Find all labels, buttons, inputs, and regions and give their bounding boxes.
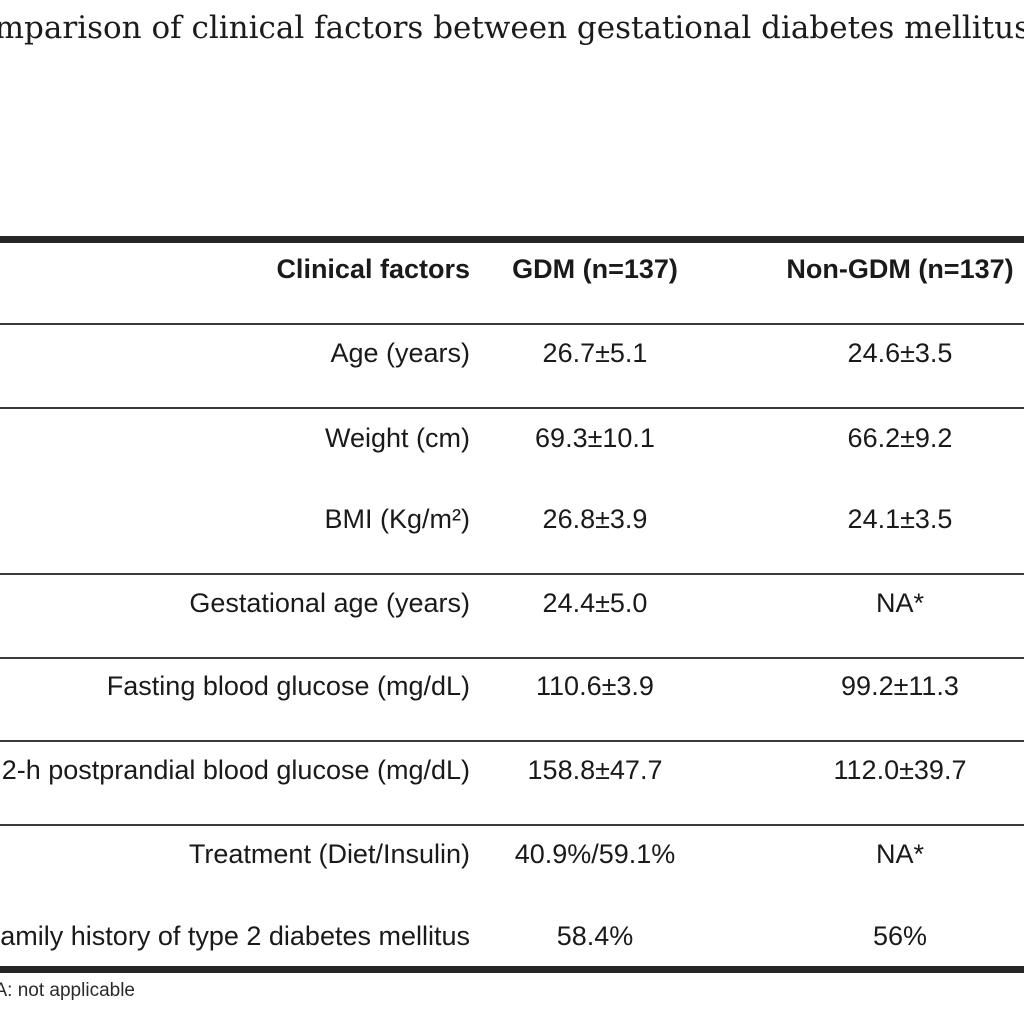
row-treatment-non-gdm: NA* [875,839,924,869]
row-fasting-glucose-non-gdm: 99.2±11.3 [841,671,959,701]
row-postprandial-glucose-factor: 2-h postprandial blood glucose (mg/dL) [1,755,470,785]
row-bmi-non-gdm: 24.1±3.5 [847,504,953,534]
row-fasting-glucose-gdm: 110.6±3.9 [536,671,654,701]
row-rule [0,657,1024,659]
row-postprandial-glucose-gdm: 158.8±47.7 [527,755,663,785]
table-footnote: *NA: not applicable [0,980,135,1001]
row-age-gdm: 26.7±5.1 [542,338,648,368]
row-family-history-factor: Family history of type 2 diabetes mellit… [0,921,470,951]
table-top-rule [0,236,1024,243]
row-gestational-age-non-gdm: NA* [875,588,924,618]
row-weight-factor: Weight (cm) [324,423,470,453]
row-postprandial-glucose-non-gdm: 112.0±39.7 [833,755,967,785]
row-weight-gdm: 69.3±10.1 [535,423,655,453]
row-bmi-factor: BMI (Kg/m²) [324,504,471,534]
row-rule [0,573,1024,575]
table-caption: Comparison of clinical factors between g… [0,10,1024,46]
row-age-non-gdm: 24.6±3.5 [847,338,953,368]
row-family-history-gdm: 58.4% [556,921,634,951]
row-rule [0,407,1024,409]
row-age-factor: Age (years) [330,338,470,368]
header-clinical-factors: Clinical factors [276,254,470,284]
header-non-gdm: Non-GDM (n=137) [786,254,1014,284]
row-fasting-glucose-factor: Fasting blood glucose (mg/dL) [106,671,470,701]
row-rule [0,740,1024,742]
row-family-history-non-gdm: 56% [872,921,928,951]
row-gestational-age-gdm: 24.4±5.0 [542,588,648,618]
row-rule [0,824,1024,826]
row-bmi-gdm: 26.8±3.9 [542,504,648,534]
row-weight-non-gdm: 66.2±9.2 [847,423,953,453]
header-rule [0,323,1024,325]
row-gestational-age-factor: Gestational age (years) [189,588,470,618]
row-treatment-factor: Treatment (Diet/Insulin) [188,839,470,869]
row-treatment-gdm: 40.9%/59.1% [514,839,676,869]
header-gdm: GDM (n=137) [512,254,678,284]
table-bottom-rule [0,966,1024,973]
